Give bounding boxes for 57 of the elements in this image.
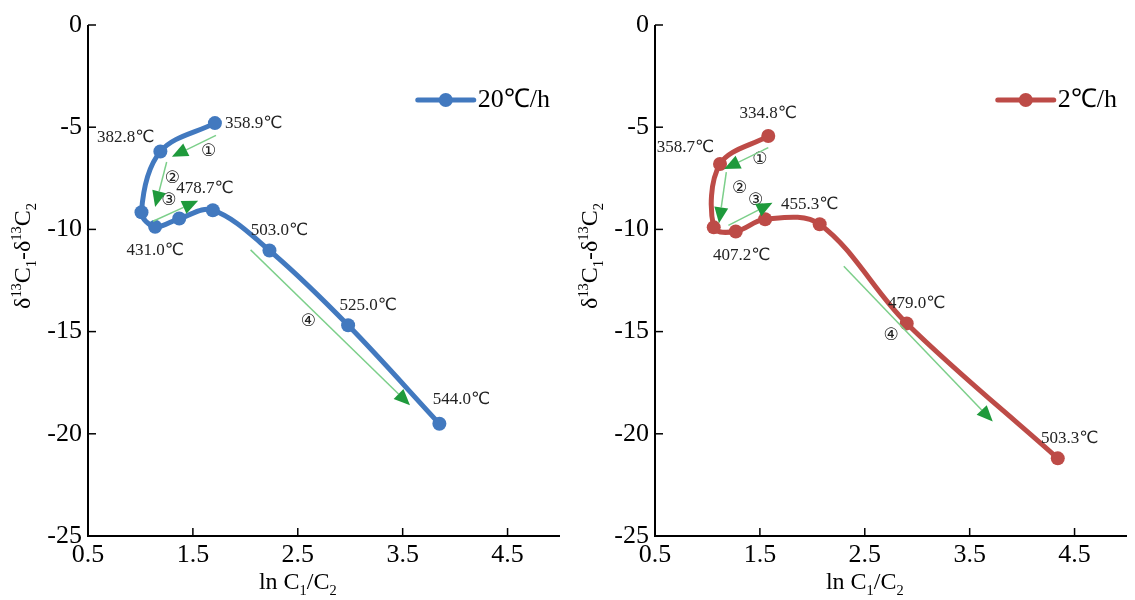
point: [134, 205, 149, 220]
y-tick-label: 0: [636, 8, 649, 38]
y-tick-label: -5: [60, 111, 82, 141]
y-tick-label: -10: [614, 213, 649, 243]
y-tick-label: -10: [47, 213, 82, 243]
annotation: 407.2℃: [713, 244, 771, 264]
annotation: 479.0℃: [888, 292, 946, 312]
annotation: 431.0℃: [126, 240, 184, 260]
point: [758, 212, 773, 227]
point: [341, 318, 356, 333]
x-tick-label: 4.5: [491, 539, 524, 569]
annotation: 382.8℃: [97, 126, 155, 146]
point: [207, 116, 222, 131]
x-tick-label: 2.5: [281, 539, 315, 569]
point: [706, 220, 721, 235]
legend-label: 2℃/h: [1057, 83, 1118, 113]
legend-label: 20℃/h: [477, 83, 551, 113]
annotation: ④: [300, 309, 316, 330]
annotation: ④: [883, 324, 899, 345]
annotation: ②: [732, 177, 748, 197]
y-tick-label: -20: [47, 417, 82, 447]
y-tick-label: -5: [627, 111, 649, 141]
x-axis-title: ln C$_{1}$/C$_{2}$: [258, 568, 337, 599]
point: [713, 156, 728, 171]
point: [205, 203, 220, 218]
y-tick-label: -15: [614, 315, 649, 345]
annotation: 455.3℃: [781, 193, 839, 213]
x-tick-label: 1.5: [743, 539, 777, 569]
y-tick-label: 0: [69, 8, 82, 38]
point: [812, 217, 827, 232]
annotation: 358.7℃: [656, 137, 715, 157]
point: [728, 224, 743, 239]
point: [262, 243, 277, 258]
x-tick-label: 1.5: [176, 539, 210, 569]
x-tick-label: 4.5: [1058, 539, 1091, 569]
x-tick-label: 2.5: [848, 539, 882, 569]
annotation: 503.3℃: [1041, 427, 1099, 447]
point: [432, 416, 447, 431]
annotation: 544.0℃: [432, 389, 491, 409]
x-axis-title: ln C$_{1}$/C$_{2}$: [825, 568, 904, 599]
annotation: ①: [201, 140, 217, 161]
point: [172, 211, 187, 226]
point: [153, 144, 168, 159]
annotation: ①: [752, 148, 768, 169]
x-tick-label: 3.5: [953, 539, 986, 569]
annotation: 503.0℃: [250, 219, 309, 239]
y-tick-label: -15: [47, 315, 82, 345]
x-tick-label: 3.5: [386, 539, 419, 569]
annotation: ③: [161, 189, 177, 210]
point: [1050, 451, 1065, 466]
point: [761, 128, 776, 143]
point: [148, 219, 163, 234]
annotation: 358.9℃: [224, 112, 283, 132]
y-tick-label: -20: [614, 417, 649, 447]
annotation: 525.0℃: [339, 294, 397, 314]
annotation: 334.8℃: [739, 103, 797, 123]
annotation: ③: [748, 189, 764, 210]
